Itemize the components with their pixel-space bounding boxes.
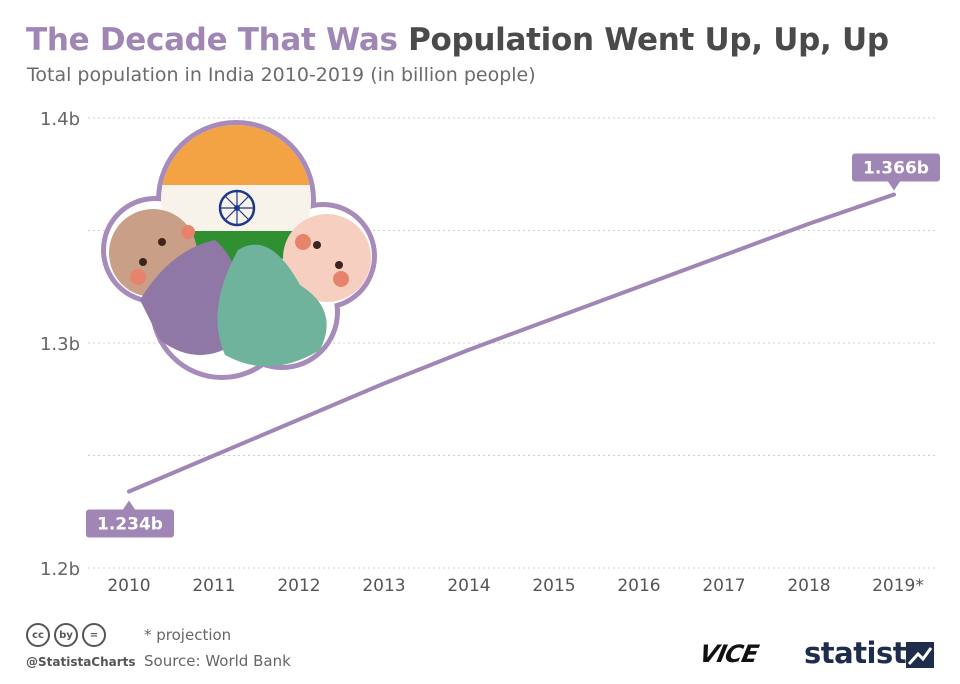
x-tick-label: 2010 [107,576,150,596]
y-tick-label: 1.4b [40,109,80,130]
vice-logo[interactable]: VICE [697,640,761,668]
data-label: 1.234b [86,500,174,538]
projection-note: * projection [144,626,232,644]
data-label-text: 1.234b [97,515,163,535]
x-tick-label: 2013 [362,576,405,596]
data-label: 1.366b [852,153,940,191]
source-note: Source: World Bank [144,652,291,670]
x-axis: 2010 2011 2012 2013 2014 2015 2016 2017 2018 2019… [107,576,924,596]
data-labels: 1.234b 1.366b [86,153,940,538]
license-icons: cc by = [26,623,106,647]
x-tick-label: 2018 [787,576,830,596]
data-label-text: 1.366b [863,159,929,179]
chart-subtitle: Total population in India 2010-2019 (in … [27,64,536,86]
line-chart: 1.2b1.3b1.4b 2010 2011 2012 2013 2014 2015 201… [40,109,940,596]
x-tick-label: 2015 [532,576,575,596]
attribution-icon[interactable]: by [54,623,78,647]
statista-logo[interactable]: statista [804,636,926,670]
india-flag-people-icon [101,120,377,380]
x-tick-label: 2016 [617,576,660,596]
y-tick-label: 1.3b [40,334,80,355]
x-tick-label: 2017 [702,576,745,596]
series-line [127,192,896,494]
y-axis: 1.2b 1.3b 1.4b [40,109,80,580]
x-tick-label: 2019* [872,576,924,596]
y-tick-label: 1.2b [40,559,80,580]
series-layer [127,192,896,494]
no-derivatives-icon[interactable]: = [82,623,106,647]
x-tick-label: 2014 [447,576,490,596]
cc-icon[interactable]: cc [26,623,50,647]
social-handle[interactable]: @StatistaCharts [26,655,136,669]
x-tick-label: 2011 [192,576,235,596]
x-tick-label: 2012 [277,576,320,596]
chart-title: The Decade That Was Population Went Up, … [26,22,889,58]
title-main: Population Went Up, Up, Up [408,22,889,58]
title-accent: The Decade That Was [26,22,398,58]
statista-logo-icon[interactable] [906,642,934,668]
